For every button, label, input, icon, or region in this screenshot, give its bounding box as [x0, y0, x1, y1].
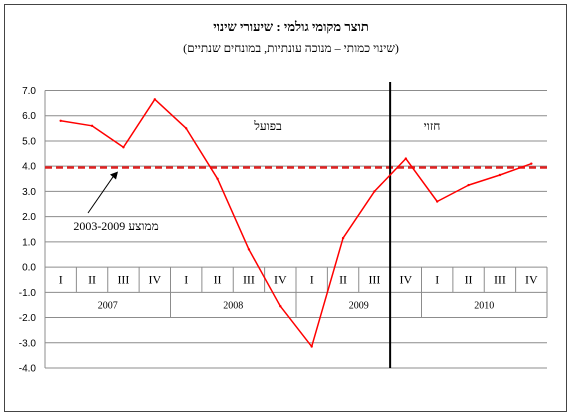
series-line: [60, 98, 532, 348]
category-label: II: [214, 273, 222, 287]
chart-subtitle: (שינוי כמותי – מנוכה עונתיות, במונחים שנ…: [183, 41, 399, 55]
year-label: 2008: [223, 300, 243, 311]
y-tick-label: 7.0: [22, 86, 36, 97]
y-tick-label: 3.0: [22, 187, 36, 198]
y-tick-label: 6.0: [22, 111, 36, 122]
category-label: IV: [148, 273, 161, 287]
series-point: [216, 177, 219, 180]
category-label: I: [310, 273, 314, 287]
category-label: II: [88, 273, 96, 287]
year-label: 2007: [98, 300, 118, 311]
category-label: IV: [399, 273, 412, 287]
category-label: II: [339, 273, 347, 287]
average-arrow-line: [87, 175, 115, 214]
series-point: [90, 124, 94, 128]
series-point: [122, 146, 125, 149]
series-point: [498, 173, 502, 177]
series-point: [404, 157, 408, 160]
y-tick-label: 4.0: [22, 162, 36, 173]
y-tick-label: -2.0: [19, 313, 37, 324]
category-label: IV: [274, 273, 287, 287]
series-point: [373, 190, 376, 193]
chart-frame: [4, 4, 567, 412]
category-label: III: [368, 273, 380, 287]
series-point: [247, 248, 251, 251]
category-label: II: [465, 273, 473, 287]
y-tick-label: -3.0: [19, 338, 37, 349]
series-point: [341, 236, 345, 240]
category-label: I: [435, 273, 439, 287]
series-point: [435, 200, 439, 203]
category-label: IV: [525, 273, 538, 287]
average-arrow-head: [110, 171, 118, 180]
series-point: [59, 119, 62, 122]
category-label: I: [184, 273, 188, 287]
y-tick-label: 2.0: [22, 212, 36, 223]
y-tick-label: 1.0: [22, 237, 36, 248]
category-label: I: [59, 273, 63, 287]
year-label: 2009: [349, 300, 369, 311]
y-tick-label: 0.0: [22, 263, 36, 274]
series-point: [530, 162, 533, 165]
series-point: [279, 304, 282, 308]
y-tick-label: -4.0: [19, 364, 37, 375]
series-point: [467, 183, 470, 187]
y-tick-label: -1.0: [19, 288, 37, 299]
series-point: [153, 98, 157, 101]
series-point: [184, 127, 188, 130]
average-line-label: ממוצע 2003-2009: [73, 219, 158, 233]
chart-title: תוצר מקומי גולמי : שיעורי שינוי: [213, 19, 369, 34]
category-label: III: [243, 273, 255, 287]
category-label: III: [494, 273, 506, 287]
y-tick-label: 5.0: [22, 136, 36, 147]
year-label: 2010: [474, 300, 494, 311]
region-label-actual: בפועל: [253, 119, 282, 133]
region-label-forecast: חזוי: [424, 119, 441, 133]
series-point: [310, 345, 313, 348]
category-label: III: [117, 273, 129, 287]
